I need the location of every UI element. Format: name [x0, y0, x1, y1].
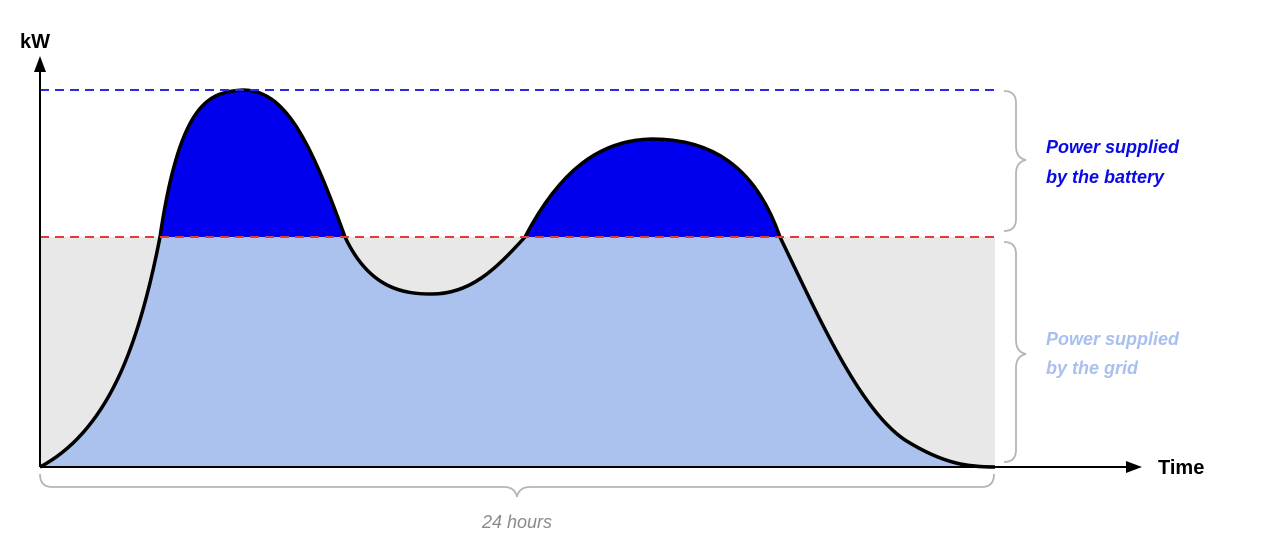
battery-brace [1003, 90, 1027, 232]
y-axis-label: kW [20, 31, 50, 53]
grid-brace [1003, 241, 1027, 463]
grid-label-line2: by the grid [1046, 358, 1139, 378]
battery-label: Power supplied by the battery [1046, 137, 1184, 187]
battery-supply-area [160, 90, 780, 237]
x-axis-label: Time [1158, 457, 1204, 479]
load-curve [39, 88, 996, 469]
duration-label: 24 hours [481, 512, 552, 532]
grid-supply-area [40, 237, 995, 467]
battery-label-line2: by the battery [1046, 167, 1165, 187]
grid-label: Power supplied by the grid [1046, 329, 1184, 378]
grid-label-line1: Power supplied [1046, 329, 1180, 349]
battery-label-line1: Power supplied [1046, 137, 1180, 157]
x-axis-arrow-icon [1126, 461, 1142, 473]
y-axis-arrow-icon [34, 56, 46, 72]
duration-brace [39, 473, 995, 498]
